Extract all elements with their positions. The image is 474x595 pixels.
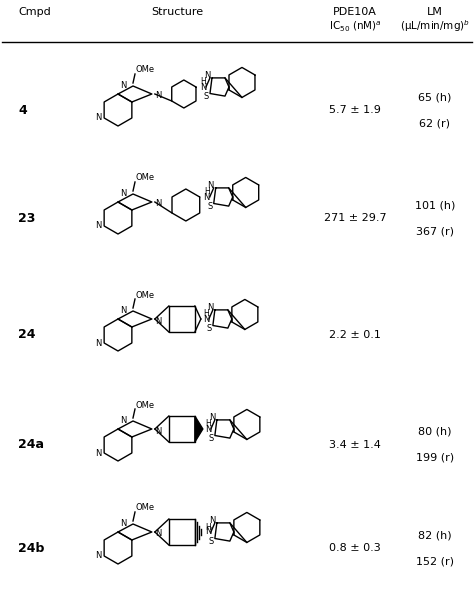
Text: 152 (r): 152 (r) (416, 556, 454, 566)
Text: S: S (208, 434, 213, 443)
Text: 271 ± 29.7: 271 ± 29.7 (324, 213, 386, 223)
Text: 23: 23 (18, 211, 36, 224)
Text: N: N (209, 414, 215, 422)
Text: S: S (207, 202, 212, 211)
Text: Cmpd: Cmpd (18, 7, 51, 17)
Text: 65 (h): 65 (h) (419, 92, 452, 102)
Text: 3.4 ± 1.4: 3.4 ± 1.4 (329, 440, 381, 450)
Text: N: N (95, 221, 101, 230)
Text: N: N (120, 416, 127, 425)
Text: 82 (h): 82 (h) (418, 530, 452, 540)
Text: N: N (205, 528, 211, 537)
Text: S: S (203, 92, 209, 101)
Text: N: N (209, 516, 215, 525)
Text: 101 (h): 101 (h) (415, 200, 455, 210)
Text: N: N (204, 71, 210, 80)
Text: N: N (95, 114, 101, 123)
Text: 24b: 24b (18, 541, 45, 555)
Text: H: H (205, 522, 211, 531)
Text: H: H (200, 77, 206, 86)
Text: H: H (204, 187, 210, 196)
Text: N: N (95, 552, 101, 560)
Text: H: H (203, 309, 209, 318)
Text: N: N (95, 449, 101, 458)
Text: OMe: OMe (136, 503, 155, 512)
Text: N: N (120, 81, 127, 90)
Text: PDE10A: PDE10A (333, 7, 377, 17)
Text: H: H (205, 419, 211, 428)
Text: N: N (95, 339, 101, 347)
Text: OMe: OMe (136, 174, 155, 183)
Text: 199 (r): 199 (r) (416, 453, 454, 463)
Text: N: N (155, 92, 161, 101)
Text: S: S (208, 537, 213, 546)
Text: N: N (203, 315, 209, 324)
Text: (μL/min/mg)$^b$: (μL/min/mg)$^b$ (400, 18, 470, 34)
Text: OMe: OMe (136, 65, 155, 74)
Text: OMe: OMe (136, 290, 155, 299)
Polygon shape (195, 416, 203, 442)
Text: N: N (120, 519, 127, 528)
Text: S: S (206, 324, 211, 333)
Text: Structure: Structure (151, 7, 203, 17)
Text: 0.8 ± 0.3: 0.8 ± 0.3 (329, 543, 381, 553)
Text: N: N (205, 424, 211, 434)
Text: IC$_{50}$ (nM)$^a$: IC$_{50}$ (nM)$^a$ (328, 19, 382, 33)
Text: 4: 4 (18, 104, 27, 117)
Text: N: N (200, 83, 206, 92)
Text: 367 (r): 367 (r) (416, 226, 454, 236)
Text: 2.2 ± 0.1: 2.2 ± 0.1 (329, 330, 381, 340)
Text: N: N (207, 303, 213, 312)
Text: N: N (203, 193, 210, 202)
Text: N: N (155, 199, 161, 208)
Text: N: N (155, 530, 161, 538)
Text: 24: 24 (18, 328, 36, 342)
Text: N: N (155, 317, 161, 325)
Text: LM: LM (427, 7, 443, 17)
Text: 80 (h): 80 (h) (418, 427, 452, 437)
Text: 62 (r): 62 (r) (419, 118, 450, 128)
Text: 5.7 ± 1.9: 5.7 ± 1.9 (329, 105, 381, 115)
Text: N: N (208, 181, 214, 190)
Text: N: N (120, 189, 127, 198)
Text: N: N (120, 306, 127, 315)
Text: 24a: 24a (18, 439, 44, 452)
Text: OMe: OMe (136, 400, 155, 409)
Text: N: N (155, 427, 161, 436)
